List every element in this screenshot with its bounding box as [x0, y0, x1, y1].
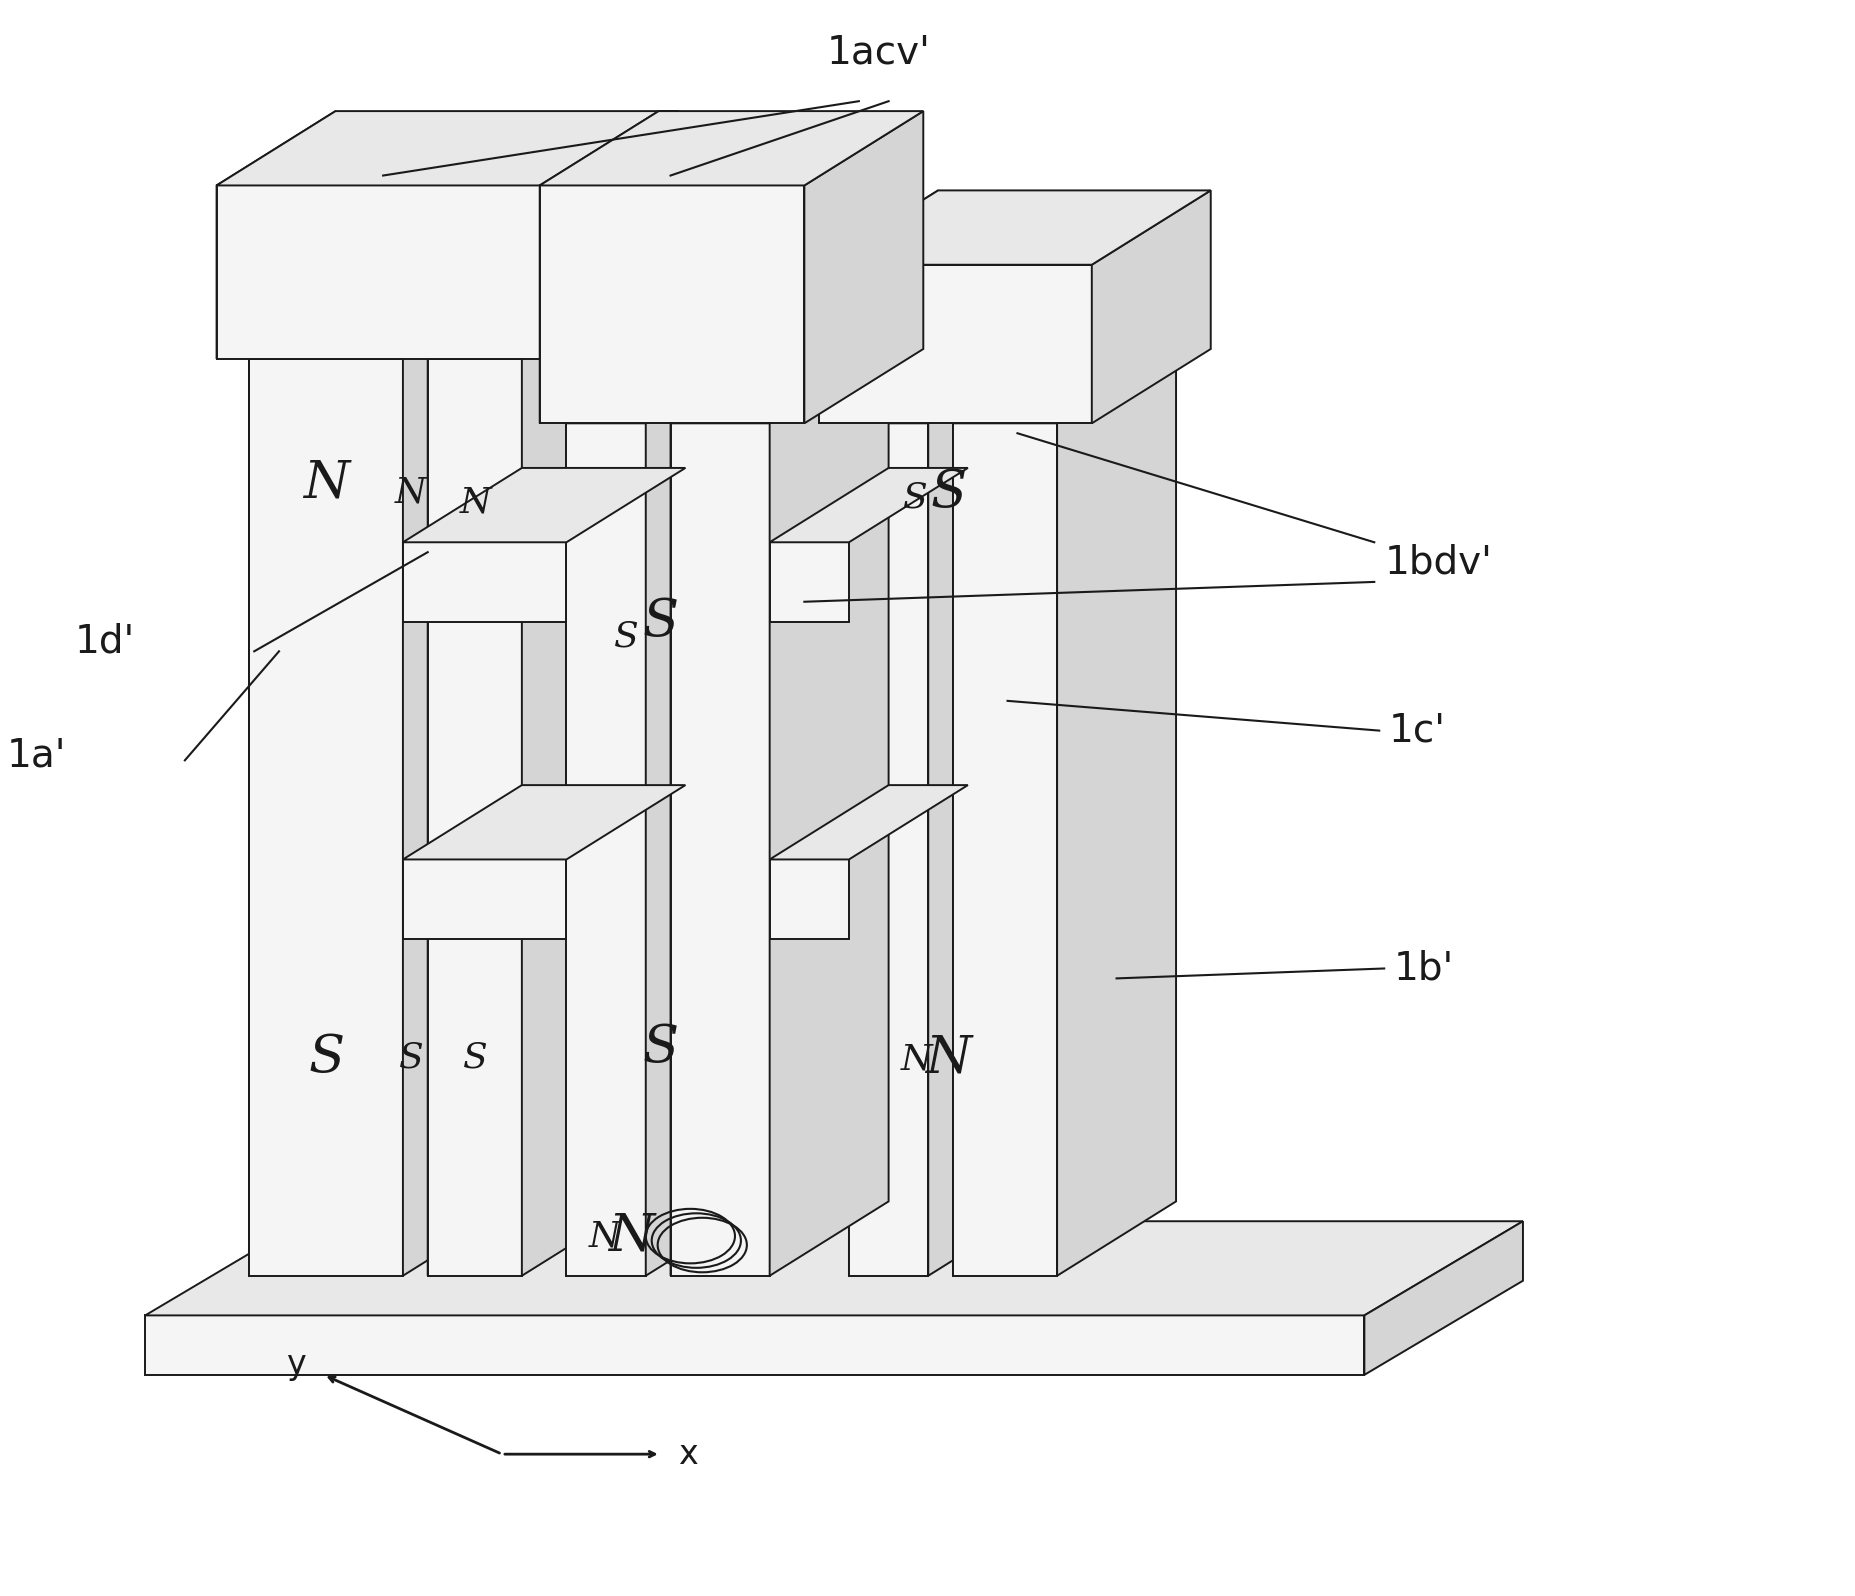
Polygon shape: [770, 468, 966, 543]
Polygon shape: [848, 350, 966, 1275]
Polygon shape: [670, 350, 788, 1275]
Text: x: x: [679, 1438, 697, 1470]
Text: N: N: [900, 1042, 931, 1077]
Polygon shape: [848, 350, 1046, 423]
Text: 1d': 1d': [74, 622, 135, 661]
Text: S: S: [929, 468, 966, 519]
Polygon shape: [249, 359, 403, 1275]
Polygon shape: [670, 350, 889, 423]
Polygon shape: [217, 185, 558, 359]
Polygon shape: [566, 423, 646, 1275]
Polygon shape: [818, 190, 1209, 265]
Text: N: N: [607, 1211, 653, 1261]
Polygon shape: [145, 1221, 1523, 1315]
Text: 1a': 1a': [6, 736, 67, 774]
Text: S: S: [614, 619, 638, 653]
Polygon shape: [770, 860, 848, 938]
Text: 1c': 1c': [1388, 712, 1445, 750]
Polygon shape: [952, 423, 1057, 1275]
Polygon shape: [818, 190, 937, 423]
Polygon shape: [217, 112, 679, 185]
Polygon shape: [928, 350, 1046, 1275]
Polygon shape: [770, 785, 966, 860]
Polygon shape: [403, 860, 566, 938]
Text: 1b': 1b': [1393, 950, 1454, 988]
Polygon shape: [952, 350, 1176, 423]
Text: S: S: [462, 1041, 488, 1074]
Polygon shape: [427, 284, 547, 1275]
Polygon shape: [427, 359, 521, 1275]
Polygon shape: [566, 350, 764, 423]
Text: S: S: [903, 480, 928, 514]
Polygon shape: [770, 350, 889, 1275]
Text: N: N: [588, 1219, 620, 1253]
Polygon shape: [540, 112, 659, 423]
Polygon shape: [558, 112, 679, 359]
Polygon shape: [670, 423, 770, 1275]
Polygon shape: [427, 284, 640, 359]
Text: S: S: [642, 1023, 679, 1073]
Text: N: N: [460, 485, 492, 520]
Text: S: S: [642, 595, 679, 646]
Text: 1acv': 1acv': [825, 34, 929, 72]
Text: N: N: [924, 1033, 970, 1084]
Polygon shape: [848, 423, 928, 1275]
Polygon shape: [145, 1315, 1363, 1374]
Text: N: N: [395, 476, 427, 509]
Polygon shape: [403, 468, 684, 543]
Polygon shape: [249, 284, 367, 1275]
Polygon shape: [952, 350, 1072, 1275]
Polygon shape: [770, 543, 848, 621]
Polygon shape: [1363, 1221, 1523, 1374]
Polygon shape: [403, 785, 684, 860]
Polygon shape: [646, 350, 764, 1275]
Polygon shape: [540, 185, 803, 423]
Polygon shape: [403, 543, 566, 621]
Text: N: N: [304, 458, 349, 508]
Polygon shape: [803, 112, 922, 423]
Text: 1bdv': 1bdv': [1384, 543, 1491, 581]
Polygon shape: [540, 112, 922, 185]
Polygon shape: [1091, 190, 1209, 423]
Polygon shape: [566, 350, 684, 1275]
Polygon shape: [818, 265, 1091, 423]
Text: S: S: [399, 1041, 423, 1074]
Polygon shape: [1057, 350, 1176, 1275]
Polygon shape: [217, 112, 336, 359]
Text: S: S: [308, 1033, 345, 1084]
Polygon shape: [403, 284, 521, 1275]
Polygon shape: [521, 284, 640, 1275]
Polygon shape: [249, 284, 521, 359]
Text: y: y: [286, 1349, 306, 1382]
